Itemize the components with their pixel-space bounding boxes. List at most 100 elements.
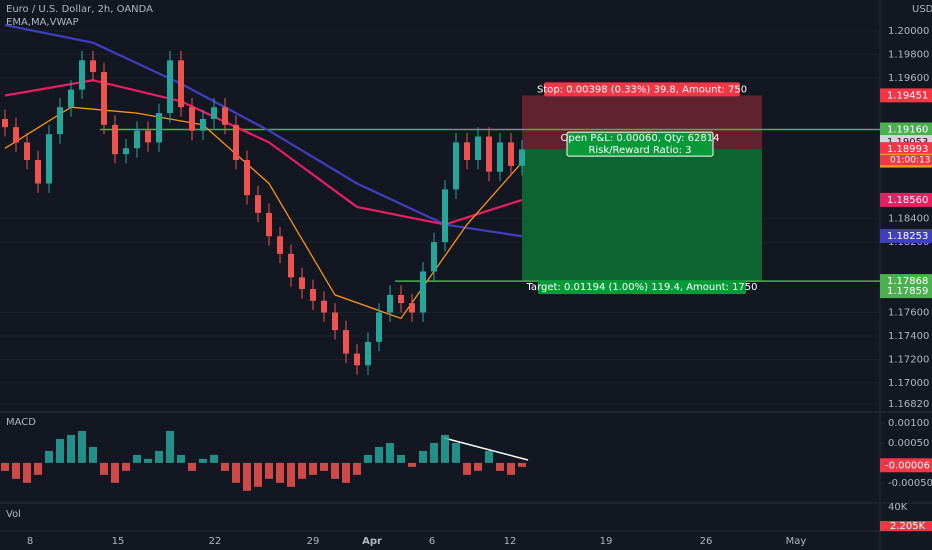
price-marker [880, 228, 932, 243]
x-tick-label: 12 [504, 536, 517, 547]
macd-title: MACD [6, 417, 36, 428]
histogram-bar [254, 462, 262, 487]
candle-body [343, 330, 349, 354]
countdown: 01:00:13 [890, 156, 930, 166]
y-tick-label: 1.20000 [888, 26, 929, 37]
candle-body [167, 60, 173, 114]
indicator-line [4, 106, 523, 320]
histogram-bar [518, 462, 526, 467]
vol-marker [880, 521, 932, 531]
candle-body [255, 195, 261, 213]
histogram-bar [507, 462, 515, 475]
histogram-bar [408, 462, 416, 467]
histogram-bar [353, 462, 361, 475]
candle-body [442, 189, 448, 243]
histogram-bar [397, 454, 405, 463]
candle-body [354, 353, 360, 366]
vol-last: 2.205K [890, 521, 926, 532]
histogram-bar [243, 462, 251, 491]
candle-body [145, 130, 151, 143]
histogram-bar [166, 430, 174, 463]
histogram-bar [210, 454, 218, 463]
candle-body [497, 142, 503, 172]
histogram-bar [177, 454, 185, 463]
histogram-bar [375, 446, 383, 463]
histogram-bar [419, 450, 427, 463]
pnl-label: Open P&L: 0.00060, Qty: 62814 [561, 133, 720, 144]
y-tick-label: -0.00050 [888, 478, 932, 489]
price-marker [880, 142, 932, 157]
price-marker [880, 122, 932, 137]
x-tick-label: 22 [209, 536, 222, 547]
currency: USD [912, 4, 932, 15]
candle-body [332, 312, 338, 331]
target-zone [522, 149, 762, 282]
price-marker [880, 88, 932, 103]
position-label-bg [544, 82, 740, 97]
histogram-bar [364, 454, 372, 463]
pnl-box [566, 131, 714, 157]
histogram-bar [67, 434, 75, 463]
position-label: Target: 0.01194 (1.00%) 119.4, Amount: 1… [525, 282, 757, 293]
price-marker-label: 1.18993 [887, 144, 928, 155]
candle-body [519, 149, 525, 166]
trend-line [443, 437, 529, 461]
candle-body [420, 271, 426, 313]
candle-body [464, 142, 470, 161]
histogram-bar [12, 462, 20, 479]
candle-body [299, 277, 305, 290]
candle-body [79, 60, 85, 90]
price-marker-label: 1.19451 [887, 90, 928, 101]
histogram-bar [386, 442, 394, 463]
histogram-bar [188, 462, 196, 471]
candle-body [310, 289, 316, 301]
price-marker-label: 1.18560 [887, 195, 928, 206]
candle-body [101, 72, 107, 125]
histogram-bar [441, 434, 449, 463]
candle-body [321, 300, 327, 313]
candle-body [24, 142, 30, 161]
histogram-bar [155, 450, 163, 463]
histogram-bar [496, 462, 504, 471]
histogram-bar [430, 442, 438, 463]
histogram-bar [485, 450, 493, 463]
candle-body [453, 142, 459, 190]
candle-body [387, 294, 393, 313]
histogram-bar [23, 462, 31, 483]
candle-body [277, 236, 283, 254]
x-tick-label: Apr [362, 536, 382, 547]
x-tick-label: 19 [600, 536, 613, 547]
vol-title: Vol [6, 509, 21, 520]
candle-body [222, 107, 228, 125]
chart-title: Euro / U.S. Dollar, 2h, OANDA [6, 4, 153, 15]
y-tick-label: 1.16820 [888, 399, 929, 410]
y-tick-label: 1.17000 [888, 378, 929, 389]
value-marker-label: -0.00006 [885, 460, 930, 471]
histogram-bar [463, 462, 471, 475]
value-marker [880, 458, 932, 473]
histogram-bar [1, 462, 9, 471]
y-tick-label: 1.17600 [888, 308, 929, 319]
histogram-bar [45, 450, 53, 463]
candle-body [475, 136, 481, 161]
candle-body [35, 160, 41, 184]
candle-body [233, 124, 239, 161]
y-tick-label: 1.17400 [888, 331, 929, 342]
histogram-bar [287, 462, 295, 487]
candle-body [13, 127, 19, 143]
x-tick-label: 6 [429, 536, 435, 547]
candle-body [90, 60, 96, 73]
candle-body [68, 89, 74, 108]
x-tick-label: 15 [112, 536, 125, 547]
candle-body [365, 341, 371, 366]
candle-body [46, 134, 52, 184]
candle-body [398, 294, 404, 304]
candle-body [244, 160, 250, 196]
candle-body [57, 107, 63, 135]
price-marker-label: 1.17859 [887, 286, 928, 297]
candle-body [409, 303, 415, 313]
histogram-bar [144, 458, 152, 463]
histogram-bar [309, 462, 317, 475]
price-marker [880, 284, 932, 299]
histogram-bar [276, 462, 284, 483]
